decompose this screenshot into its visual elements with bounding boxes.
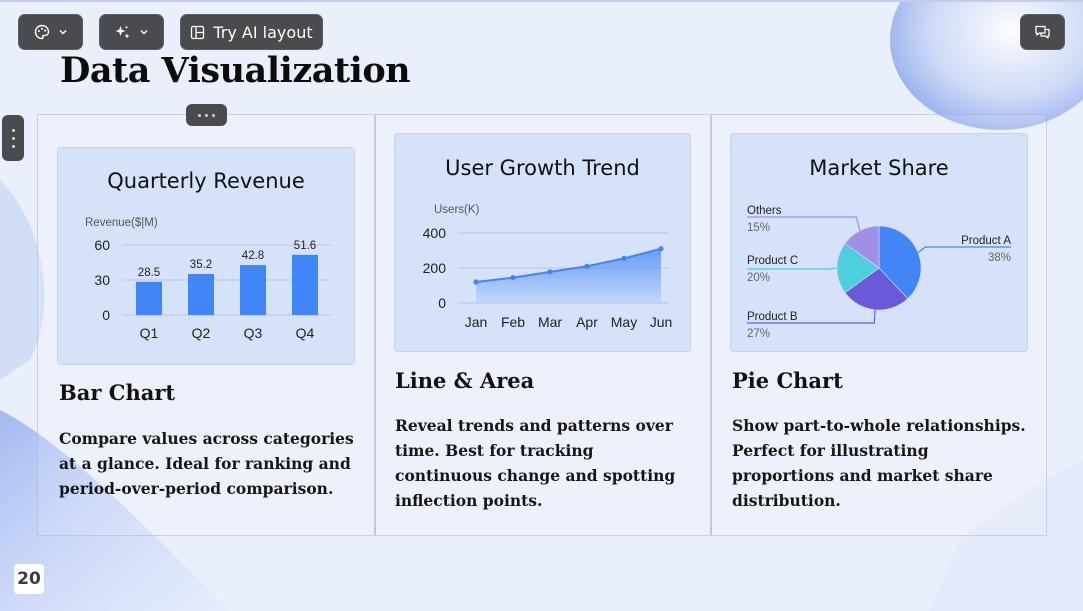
line-chart-card[interactable]: User Growth Trend Users(K) 0 200 400 Jan Feb M…: [394, 133, 691, 352]
pie-chart-slice-percent: 27%: [747, 328, 770, 340]
bar-chart-bar: [292, 254, 318, 315]
line-chart-point: [658, 246, 664, 252]
bar-chart-ytick: 0: [102, 307, 110, 323]
section-desc-bar: Compare values across categories at a gl…: [59, 429, 354, 498]
line-chart-xtick: Mar: [538, 314, 562, 330]
line-chart-xtick: Jun: [650, 314, 673, 330]
bar-chart-value-label: 28.5: [138, 267, 160, 279]
column-drag-handle[interactable]: [186, 104, 227, 126]
column-divider: [374, 115, 376, 535]
row-drag-handle[interactable]: [2, 115, 24, 161]
line-chart-point: [510, 275, 516, 281]
bar-chart: Revenue($|M) 0 30 60 28.5 Q1 35.2 Q2 42.8 Q3 51.6 Q…: [85, 217, 331, 341]
line-chart-ylabel: Users(K): [434, 204, 480, 216]
line-chart-point: [547, 269, 553, 275]
bar-chart-xtick: Q4: [296, 325, 315, 341]
bar-chart-title: Quarterly Revenue: [107, 169, 305, 193]
line-chart-xtick: Jan: [465, 314, 488, 330]
pie-chart-leader-line: [747, 309, 876, 324]
bar-chart-ytick: 30: [94, 272, 110, 288]
pie-chart-card[interactable]: Market Share Product A 38% Product B 27% Pro…: [730, 133, 1028, 352]
chevron-down-icon: [139, 27, 149, 37]
bar-chart-xtick: Q3: [244, 325, 263, 341]
line-chart-point: [473, 279, 479, 285]
try-ai-layout-button[interactable]: Try AI layout: [180, 14, 323, 50]
bar-chart-bar: [136, 281, 162, 315]
bar-chart-value-label: 42.8: [242, 250, 264, 262]
bar-chart-bar: [240, 265, 266, 315]
pie-chart: Product A 38% Product B 27% Product C 20% Othe…: [747, 205, 1011, 340]
column-divider: [710, 115, 712, 535]
pie-chart-slice-name: Product C: [747, 255, 798, 267]
line-chart-title: User Growth Trend: [445, 156, 640, 180]
pie-chart-slice-name: Product B: [747, 311, 798, 323]
line-chart-point: [584, 263, 590, 269]
section-title-line: Line & Area: [395, 368, 535, 393]
line-chart: Users(K) 0 200 400 Jan Feb Mar Apr May Jun: [423, 204, 673, 330]
bar-chart-bar: [188, 273, 214, 315]
line-chart-xtick: Feb: [501, 314, 525, 330]
layout-icon: [190, 25, 205, 40]
sparkles-icon: [114, 24, 131, 41]
page-number: 20: [14, 564, 44, 594]
line-chart-ytick: 400: [423, 225, 447, 241]
bar-chart-value-label: 51.6: [294, 240, 316, 252]
top-border-line: [0, 0, 1083, 2]
line-chart-point: [621, 255, 627, 261]
bar-chart-value-label: 35.2: [190, 259, 212, 271]
pie-chart-leader-line: [747, 267, 838, 270]
pie-chart-title: Market Share: [809, 156, 949, 180]
pie-chart-slice-name: Others: [747, 205, 782, 217]
ai-dropdown-button[interactable]: [99, 14, 164, 50]
line-chart-xtick: Apr: [576, 314, 598, 330]
try-ai-layout-label: Try AI layout: [213, 22, 313, 42]
pie-chart-slice-percent: 20%: [747, 272, 770, 284]
pie-chart-slice-percent: 15%: [747, 222, 770, 234]
comments-button[interactable]: [1020, 14, 1065, 50]
pie-chart-slice-percent: 38%: [988, 252, 1011, 264]
pie-chart-slice: [878, 225, 922, 300]
line-chart-line: [475, 247, 662, 283]
line-chart-ytick: 0: [438, 295, 446, 311]
bar-chart-card[interactable]: Quarterly Revenue Revenue($|M) 0 30 60 28.5 Q…: [57, 147, 355, 365]
section-desc-line: Reveal trends and patterns over time. Be…: [395, 416, 676, 510]
comments-icon: [1034, 24, 1051, 40]
line-chart-ytick: 200: [423, 260, 447, 276]
line-chart-area: [476, 248, 661, 303]
theme-dropdown-button[interactable]: [18, 14, 83, 50]
line-chart-xtick: May: [611, 314, 637, 330]
section-desc-pie: Show part-to-whole relationships. Perfec…: [732, 416, 1026, 510]
pie-chart-leader-line: [747, 216, 861, 231]
bar-chart-xtick: Q2: [192, 325, 211, 341]
chevron-down-icon: [58, 27, 68, 37]
section-title-bar: Bar Chart: [59, 380, 176, 405]
bar-chart-xtick: Q1: [140, 325, 159, 341]
palette-icon: [34, 24, 50, 40]
pie-chart-slice-name: Product A: [961, 235, 1011, 247]
pie-chart-leader-line: [917, 246, 1011, 254]
section-title-pie: Pie Chart: [732, 368, 843, 393]
bar-chart-ytick: 60: [94, 237, 110, 253]
slide-title: Data Visualization: [60, 50, 411, 91]
bar-chart-ylabel: Revenue($|M): [85, 217, 158, 229]
